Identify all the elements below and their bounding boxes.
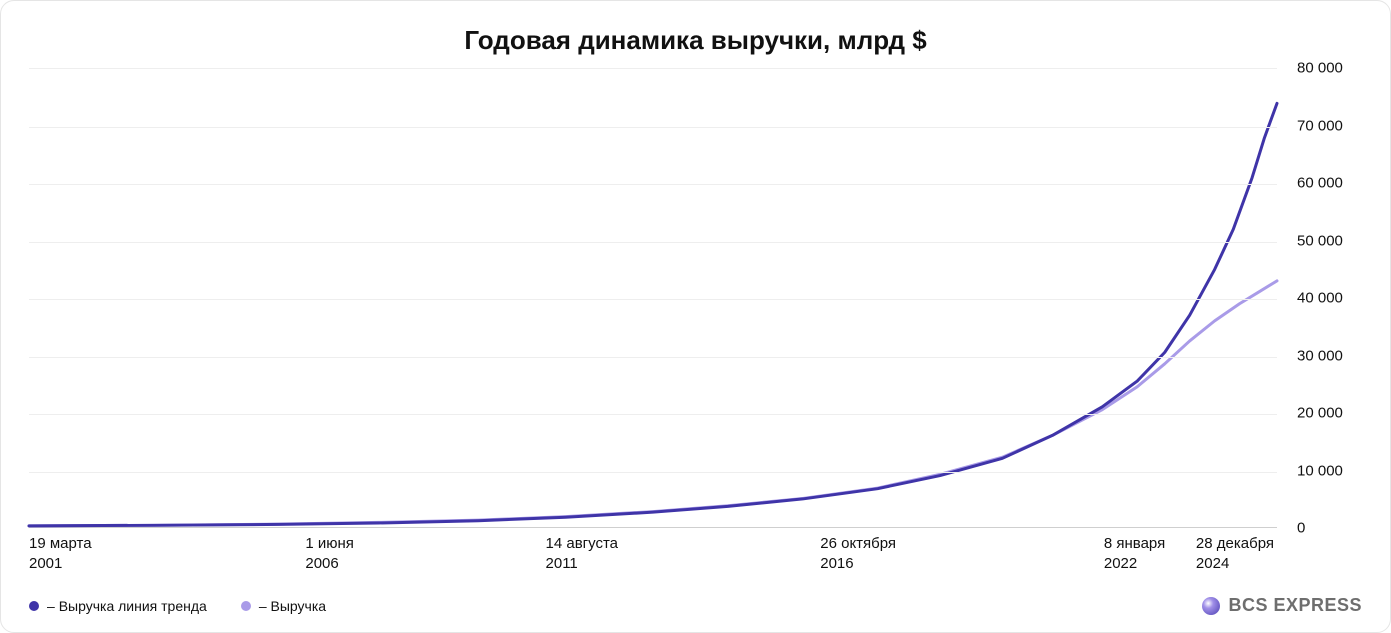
legend-label: – Выручка линия тренда <box>47 598 207 614</box>
gridline <box>29 127 1277 128</box>
x-tick-label: 26 октября2016 <box>820 534 896 573</box>
gridline <box>29 184 1277 185</box>
chart-area: 010 00020 00030 00040 00050 00060 00070 … <box>29 68 1362 528</box>
gridline <box>29 242 1277 243</box>
legend: – Выручка линия тренда – Выручка <box>29 598 326 614</box>
y-tick-label: 30 000 <box>1287 347 1362 364</box>
chart-lines-svg <box>29 69 1277 527</box>
plot-area <box>29 68 1277 528</box>
x-tick-label: 19 марта2001 <box>29 534 92 573</box>
legend-dot-icon <box>29 601 39 611</box>
gridline <box>29 299 1277 300</box>
chart-card: Годовая динамика выручки, млрд $ 010 000… <box>0 0 1391 633</box>
y-tick-label: 50 000 <box>1287 232 1362 249</box>
x-tick-label: 28 декабря2024 <box>1196 534 1274 573</box>
legend-label: – Выручка <box>259 598 326 614</box>
globe-icon <box>1202 597 1220 615</box>
y-tick-label: 60 000 <box>1287 175 1362 192</box>
gridline <box>29 414 1277 415</box>
series-line <box>29 103 1277 526</box>
chart-title: Годовая динамика выручки, млрд $ <box>29 25 1362 56</box>
series-line <box>29 281 1277 526</box>
x-tick-label: 8 января2022 <box>1104 534 1165 573</box>
legend-item-revenue: – Выручка <box>241 598 326 614</box>
x-tick-label: 1 июня2006 <box>305 534 354 573</box>
gridline <box>29 472 1277 473</box>
y-tick-label: 70 000 <box>1287 117 1362 134</box>
brand-logo: BCS EXPRESS <box>1202 595 1362 616</box>
x-axis: 19 марта2001 1 июня2006 14 августа2011 26 о… <box>29 534 1362 578</box>
x-tick-label: 14 августа2011 <box>546 534 619 573</box>
legend-dot-icon <box>241 601 251 611</box>
y-tick-label: 10 000 <box>1287 462 1362 479</box>
y-tick-label: 80 000 <box>1287 60 1362 77</box>
y-tick-label: 20 000 <box>1287 405 1362 422</box>
legend-item-trend: – Выручка линия тренда <box>29 598 207 614</box>
brand-text: BCS EXPRESS <box>1228 595 1362 616</box>
gridline <box>29 357 1277 358</box>
y-tick-label: 40 000 <box>1287 290 1362 307</box>
